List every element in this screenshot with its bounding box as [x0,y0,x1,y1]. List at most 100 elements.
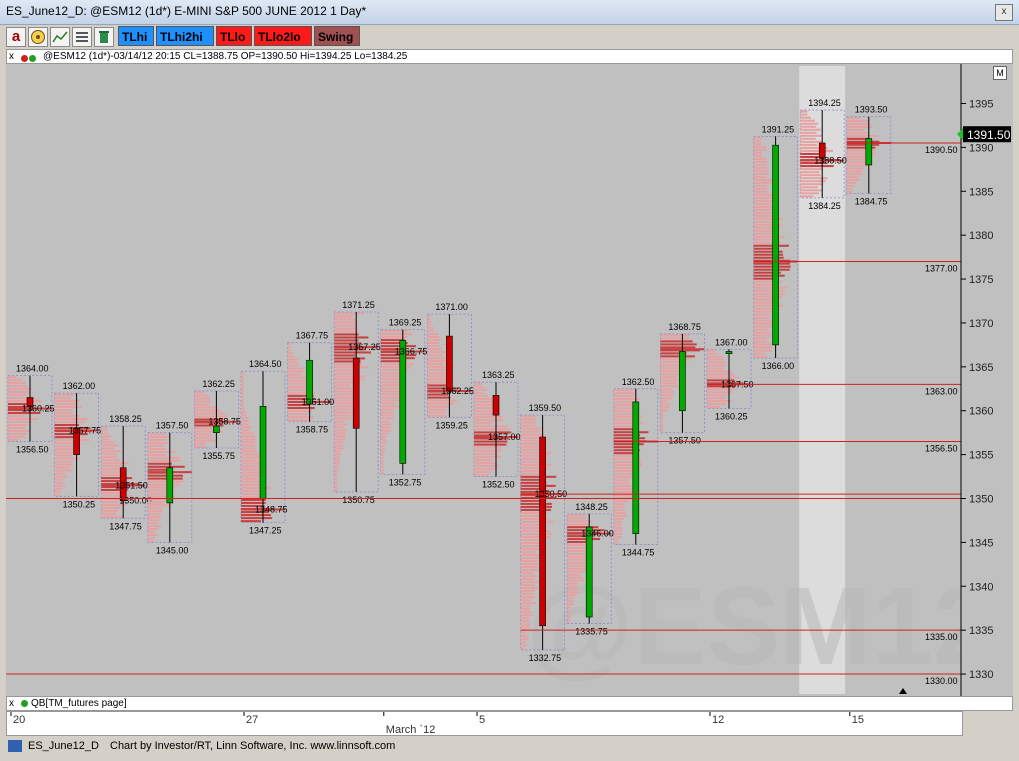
profile-row [567,541,590,544]
close-window-button[interactable]: x [995,4,1013,21]
profile-row [287,361,298,364]
tb-button-swing[interactable]: Swing [314,26,360,46]
profile-row [800,134,822,137]
level-label: 1335.00 [925,632,958,642]
candle-body [446,335,453,392]
profile-row [707,400,732,403]
profile-row [427,393,449,396]
profile-row [613,455,641,458]
x-axis[interactable]: 20 27 March `12 5 12 15 [6,711,963,736]
profile-row [613,476,639,479]
profile-row [567,552,590,555]
chart-area[interactable]: @ESM12 1364.00 1356.50 1360.25 1362.00 1350.2… [6,64,1013,696]
candle-body [352,357,360,429]
profile-row [613,539,619,542]
profile-row [474,470,491,473]
profile-row [567,579,585,582]
trash-icon[interactable] [94,27,114,47]
profile-row [660,340,693,343]
profile-row [753,229,776,232]
profile-row [800,168,822,171]
tb-button-tllo2lo[interactable]: TLlo2lo [254,26,312,46]
profile-row [474,394,488,397]
profile-row [427,378,447,381]
profile-row [380,360,407,363]
annotation-icon[interactable]: a [6,27,26,47]
profile-row [287,410,312,413]
profile-row [241,371,244,374]
profile-row [474,385,484,388]
profile-row [567,523,588,526]
profile-row [613,410,632,413]
profile-row [54,475,68,478]
profile-row [613,428,636,431]
level-label: 1390.50 [925,145,958,155]
profile-row [380,447,386,450]
candle-body [306,359,313,405]
clock-icon[interactable] [28,27,48,47]
profile-row [380,369,409,372]
profile-row [54,463,73,466]
profile-row [800,155,823,158]
profile-row [147,462,172,465]
profile-row [660,343,697,346]
qb-status-dot-icon [21,700,28,707]
profile-row [334,366,369,369]
tb-button-tlhi[interactable]: TLhi [118,26,154,46]
tb-button-tllo[interactable]: TLlo [216,26,252,46]
profile-row [660,361,683,364]
profile-row [613,512,626,515]
tb-button-tlhi2hi[interactable]: TLhi2hi [156,26,214,46]
profile-row [427,320,432,323]
price-chart[interactable]: @ESM12 1364.00 1356.50 1360.25 1362.00 1350.2… [6,64,1013,696]
profile-row [520,514,541,517]
close-info-button[interactable]: x [9,51,14,62]
profile-row [846,137,870,140]
profile-row [241,377,244,380]
profile-row [613,509,625,512]
profile-row [520,475,557,478]
high-label: 1369.25 [389,318,422,328]
profile-row [753,232,779,235]
m-button[interactable]: M [993,66,1007,80]
x-tick-label: 5 [479,714,485,726]
profile-row [54,399,80,402]
profile-row [520,620,530,623]
profile-row [520,644,528,647]
list-icon[interactable] [72,27,92,47]
profile-row [54,414,80,417]
profile-row [241,474,260,477]
profile-row [241,495,267,498]
profile-row [567,555,591,558]
profile-row [753,175,767,178]
profile-row [241,374,244,377]
candle-body [772,144,779,346]
profile-row [520,439,546,442]
profile-row [753,139,762,142]
close-qb-button[interactable]: x [9,698,14,709]
profile-row [567,609,571,612]
low-label: 1384.75 [855,196,888,206]
candle-body [399,340,407,464]
profile-row [800,116,811,119]
chart-type-icon[interactable] [50,27,70,47]
level-label: 1330.00 [925,676,958,686]
y-tick-label: 1335 [969,625,993,637]
profile-row [8,435,26,438]
profile-row [101,441,115,444]
profile-row [241,383,244,386]
profile-row [380,417,394,420]
profile-row [800,174,821,177]
profile-row [613,392,637,395]
profile-row [147,447,167,450]
profile-row [753,193,775,196]
profile-row [241,423,248,426]
profile-row [846,170,862,173]
profile-row [427,411,446,414]
profile-row [660,379,682,382]
profile-row [846,117,861,120]
profile-row [54,433,88,436]
candle-body [679,351,686,412]
profile-row [660,385,679,388]
profile-row [287,364,300,367]
